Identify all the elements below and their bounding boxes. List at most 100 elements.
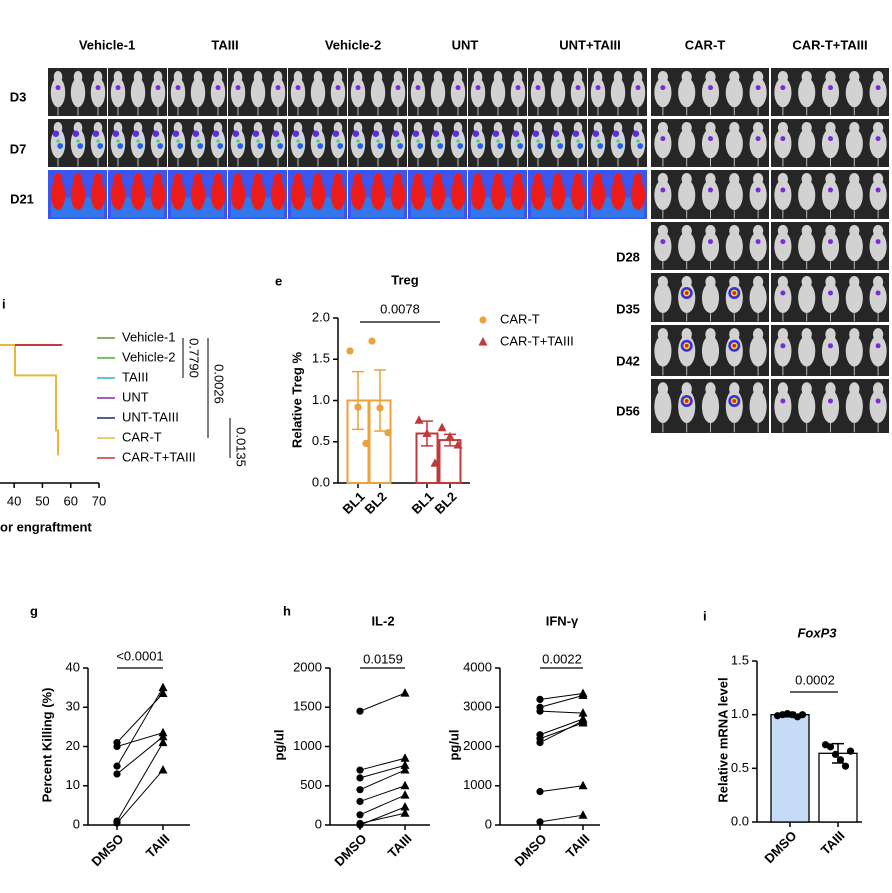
- group-label: UNT+TAIII: [559, 37, 621, 52]
- mouse: [550, 180, 566, 210]
- mouse: [777, 276, 789, 288]
- stat-label: 0.0078: [380, 301, 420, 316]
- signal: [216, 139, 220, 143]
- stat-label: 0.0002: [795, 672, 835, 687]
- mouse: [872, 70, 884, 83]
- signal: [92, 130, 100, 137]
- mouse: [705, 276, 716, 288]
- signal: [875, 239, 881, 245]
- y-tick-label: 10: [66, 777, 80, 792]
- mouse: [681, 382, 692, 396]
- mouse: [678, 77, 696, 108]
- data-point: [578, 690, 588, 699]
- signal: [217, 143, 224, 149]
- y-tick-label: 2.0: [312, 309, 330, 324]
- data-point: [158, 737, 168, 747]
- mouse: [657, 276, 669, 288]
- mouse: [213, 70, 223, 83]
- y-tick-label: 0.5: [312, 433, 330, 448]
- mouse: [273, 70, 283, 83]
- mouse: [725, 128, 743, 159]
- mouse: [798, 128, 816, 159]
- mouse: [433, 70, 443, 83]
- signal: [196, 139, 200, 143]
- data-point: [536, 695, 544, 704]
- mouse: [821, 231, 840, 262]
- mouse: [705, 173, 716, 185]
- mouse: [729, 328, 740, 341]
- signal: [780, 187, 786, 193]
- signal: [572, 130, 580, 137]
- mouse: [253, 173, 263, 185]
- mouse: [801, 224, 812, 237]
- panel-label: e: [275, 273, 282, 288]
- mouse: [849, 70, 860, 83]
- signal: [755, 85, 761, 91]
- data-point: [478, 337, 488, 346]
- legend-label: TAIII: [122, 369, 148, 384]
- mouse: [130, 77, 146, 108]
- mouse: [470, 180, 486, 210]
- y-tick-label: 0.5: [731, 760, 749, 775]
- mouse: [701, 77, 720, 108]
- mouse: [610, 180, 626, 210]
- y-tick-label: 1.0: [731, 706, 749, 721]
- pair-line: [359, 764, 406, 779]
- mouse: [630, 77, 646, 108]
- signal: [136, 139, 140, 143]
- mouse: [550, 77, 566, 108]
- stat-label: 0.0135: [234, 427, 249, 467]
- y-axis-label: Percent Killing (%): [39, 688, 54, 803]
- mouse: [430, 77, 446, 108]
- mouse: [413, 173, 423, 185]
- data-point: [430, 458, 440, 467]
- signal: [172, 130, 180, 137]
- mouse: [250, 180, 266, 210]
- mouse: [845, 77, 863, 108]
- x-axis-label: or engraftment: [0, 519, 92, 534]
- mouse: [869, 180, 887, 210]
- mouse: [798, 283, 816, 313]
- signal: [436, 139, 440, 143]
- chart-title: IFN-γ: [546, 613, 579, 628]
- y-axis-label: pg/ul: [271, 729, 286, 760]
- signal: [176, 139, 180, 143]
- data-point: [158, 682, 168, 692]
- mouse: [681, 224, 692, 237]
- signal: [157, 143, 164, 149]
- mouse: [654, 283, 672, 313]
- signal: [237, 143, 244, 149]
- data-point: [368, 337, 376, 345]
- data-point: [113, 762, 121, 770]
- mouse: [869, 128, 887, 159]
- signal: [828, 343, 833, 349]
- legend-label: CAR-T+TAIII: [500, 333, 574, 348]
- mouse: [190, 77, 206, 108]
- mouse: [821, 77, 840, 108]
- group-label: Vehicle-2: [325, 37, 381, 52]
- stat-label: <0.0001: [116, 648, 163, 663]
- mouse: [173, 173, 183, 185]
- y-tick-label: 2000: [293, 659, 322, 674]
- mouse: [213, 173, 223, 185]
- signal: [297, 143, 304, 149]
- signal: [152, 130, 160, 137]
- mouse: [390, 77, 406, 108]
- mouse: [869, 77, 887, 108]
- signal: [117, 143, 124, 149]
- stat-label: 0.7790: [187, 338, 202, 378]
- mouse: [821, 335, 840, 367]
- signal: [72, 130, 80, 137]
- signal: [828, 136, 833, 142]
- pair-line: [539, 694, 584, 708]
- mouse: [370, 180, 386, 210]
- signal: [780, 343, 786, 349]
- mouse: [270, 77, 286, 108]
- y-tick-label: 1000: [463, 777, 492, 792]
- mouse: [777, 328, 789, 341]
- signal: [415, 85, 421, 91]
- mouse: [330, 77, 346, 108]
- day-label: D42: [616, 353, 640, 368]
- stat-label: 0.0159: [363, 651, 403, 666]
- signal: [432, 130, 440, 137]
